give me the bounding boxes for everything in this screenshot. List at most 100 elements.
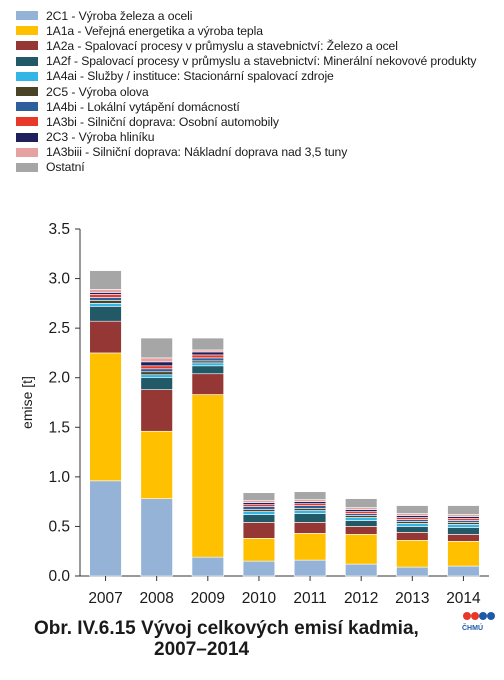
y-tick-label: 1.0 (48, 469, 70, 486)
bar-segment (242, 560, 276, 577)
legend-item: 1A4bi - Lokální vytápění domácností (16, 99, 476, 114)
bar-segment (191, 365, 224, 375)
bar-segment (89, 352, 122, 482)
bar-segment (191, 357, 224, 362)
bar-segment (140, 374, 173, 379)
legend-swatch (16, 11, 38, 21)
legend-item: Ostatní (16, 160, 476, 175)
legend-swatch (16, 41, 38, 51)
stacked-bar-chart: 0.0 0.5 1.0 1.5 2.0 2.5 3.0 3.5 emise [t] 2007 200… (19, 221, 489, 607)
bar-segment (89, 480, 122, 577)
legend-swatch (16, 56, 38, 66)
bar-segment (447, 540, 480, 567)
y-tick-label: 0.0 (48, 568, 70, 585)
bar-segment (191, 351, 224, 356)
bar-segment (396, 523, 429, 527)
y-tick-label: 2.0 (48, 370, 70, 387)
bar-segment (242, 506, 276, 510)
caption-line-1: Obr. IV.6.15 Vývoj celkových emisí kadmi… (34, 618, 419, 639)
bar-segment (140, 337, 173, 359)
bar-segment (396, 526, 429, 533)
bar-segment (89, 306, 122, 322)
bar-segment (140, 377, 173, 390)
chart-legend: 2C1 - Výroba železa a oceli 1A1a - Veřejn… (16, 8, 476, 175)
bar-segment (447, 534, 480, 542)
bar-segment (293, 559, 327, 577)
figure-caption: Obr. IV.6.15 Vývoj celkových emisí kadmi… (34, 618, 419, 660)
legend-swatch (16, 87, 38, 97)
x-tick-label: 2007 (88, 590, 122, 607)
bar-segment (140, 361, 173, 367)
bar-segment (345, 498, 378, 508)
bar-segment (140, 368, 173, 373)
bar-segment (396, 532, 429, 541)
legend-swatch (16, 117, 38, 127)
bar-segment (191, 354, 224, 359)
bar-segment (293, 510, 327, 514)
x-tick-label: 2014 (446, 590, 481, 607)
bar-segment (345, 520, 378, 527)
x-tick-label: 2012 (344, 590, 378, 607)
legend-item: 1A4ai - Služby / instituce: Stacionární … (16, 69, 476, 84)
y-tick-label: 1.5 (48, 419, 70, 436)
legend-label: Ostatní (46, 160, 85, 175)
bar-segment (447, 565, 480, 577)
legend-swatch (16, 71, 38, 81)
legend-label: 1A2f - Spalovací procesy v průmyslu a st… (46, 54, 477, 69)
bar-segment (345, 563, 378, 577)
bar-segment (242, 511, 276, 515)
logo-text: ČHMÚ (462, 625, 483, 632)
bar-segment (447, 527, 480, 535)
legend-swatch (16, 162, 38, 172)
bar-segment (140, 389, 173, 432)
bar-segment (293, 533, 327, 561)
bar-segment (396, 540, 429, 568)
bar-segment (191, 362, 224, 367)
legend-item: 1A3bi - Silniční doprava: Osobní automob… (16, 114, 476, 129)
legend-label: 2C1 - Výroba železa a oceli (46, 8, 193, 23)
caption-line-2: 2007–2014 (154, 639, 250, 660)
y-axis-label: emise [t] (19, 376, 35, 429)
bar-segment (140, 430, 173, 499)
bar-segment (242, 538, 276, 562)
legend-swatch (16, 132, 38, 142)
bar-segment (293, 491, 327, 500)
x-tick-label: 2011 (293, 590, 326, 607)
y-tick-label: 2.5 (48, 320, 70, 337)
legend-label: 1A3biii - Silniční doprava: Nákladní dop… (46, 145, 348, 160)
y-tick-label: 3.5 (48, 221, 70, 238)
bar-segment (191, 394, 224, 558)
legend-label: 1A4ai - Služby / instituce: Stacionární … (46, 69, 334, 84)
legend-swatch (16, 102, 38, 112)
bar-segment (191, 373, 224, 395)
bar-segment (447, 505, 480, 515)
legend-label: 1A3bi - Silniční doprava: Osobní automob… (46, 114, 279, 129)
bar-segment (242, 522, 276, 539)
legend-swatch (16, 147, 38, 157)
chmu-logo: ČHMÚ (460, 608, 496, 638)
bar-segment (345, 517, 378, 521)
bar-segment (345, 534, 378, 565)
bar-segment (293, 513, 327, 523)
legend-label: 1A1a - Veřejná energetika a výroba tepla (46, 23, 263, 38)
bar-segment (89, 300, 122, 304)
bar-segment (293, 505, 327, 509)
bar-segment (396, 566, 429, 577)
bar-segment (89, 303, 122, 307)
legend-label: 1A2a - Spalovací procesy v průmyslu a st… (46, 38, 398, 53)
legend-item: 2C1 - Výroba železa a oceli (16, 8, 476, 23)
legend-label: 2C5 - Výroba olova (46, 84, 149, 99)
bar-segment (89, 297, 122, 301)
legend-item: 1A3biii - Silniční doprava: Nákladní dop… (16, 145, 476, 160)
bar-segment (191, 337, 224, 351)
legend-item: 1A2f - Spalovací procesy v průmyslu a st… (16, 54, 476, 69)
bar-segment (345, 526, 378, 535)
bar-segment (396, 505, 429, 514)
legend-swatch (16, 26, 38, 36)
bar-segment (447, 524, 480, 528)
bar-segment (89, 289, 122, 293)
x-tick-label: 2010 (242, 590, 277, 607)
legend-label: 1A4bi - Lokální vytápění domácností (46, 99, 240, 114)
bar-segment (242, 514, 276, 523)
x-tick-label: 2008 (139, 590, 173, 607)
